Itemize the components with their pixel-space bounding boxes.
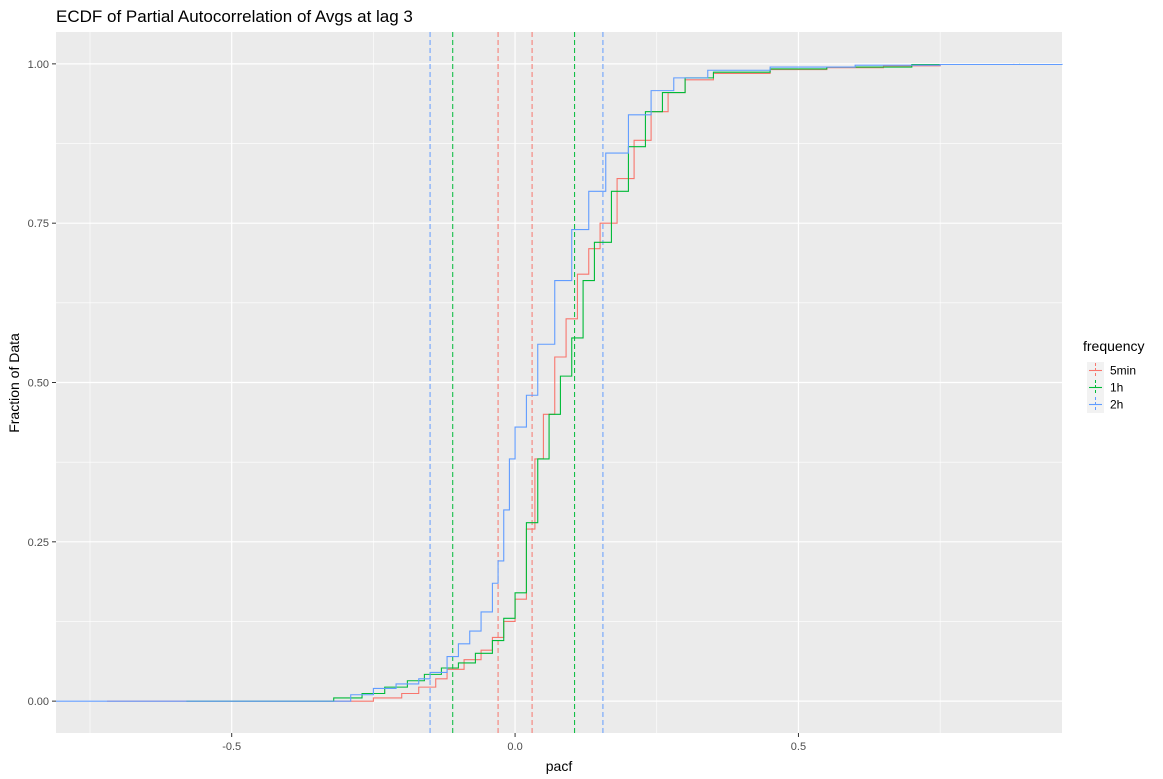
legend-title: frequency xyxy=(1083,338,1144,354)
legend-label-5min: 5min xyxy=(1110,364,1136,378)
legend-label-2h: 2h xyxy=(1110,398,1123,412)
y-tick-label: 0.25 xyxy=(28,537,49,549)
y-axis-title: Fraction of Data xyxy=(6,333,22,433)
legend-label-1h: 1h xyxy=(1110,381,1123,395)
y-tick-label: 1.00 xyxy=(28,59,49,71)
x-tick-label: 0.0 xyxy=(507,741,522,753)
x-axis-title: pacf xyxy=(546,758,573,774)
x-tick-label: -0.5 xyxy=(222,741,241,753)
y-tick-label: 0.00 xyxy=(28,696,49,708)
y-tick-label: 0.50 xyxy=(28,378,49,390)
reference-lines xyxy=(429,32,604,733)
legend: frequency 5min 1h 2h xyxy=(1083,338,1144,413)
y-axis-ticks: 0.00 0.25 0.50 0.75 1.00 xyxy=(28,59,56,708)
y-tick-label: 0.75 xyxy=(28,218,49,230)
x-tick-label: 0.5 xyxy=(791,741,806,753)
series-line-2h xyxy=(56,63,1063,702)
series-line-5min xyxy=(107,63,1015,702)
ecdf-series xyxy=(56,63,1063,702)
x-axis-ticks: -0.5 0.0 0.5 xyxy=(222,733,806,753)
major-gridlines xyxy=(56,32,1062,733)
chart-title: ECDF of Partial Autocorrelation of Avgs … xyxy=(56,7,413,26)
